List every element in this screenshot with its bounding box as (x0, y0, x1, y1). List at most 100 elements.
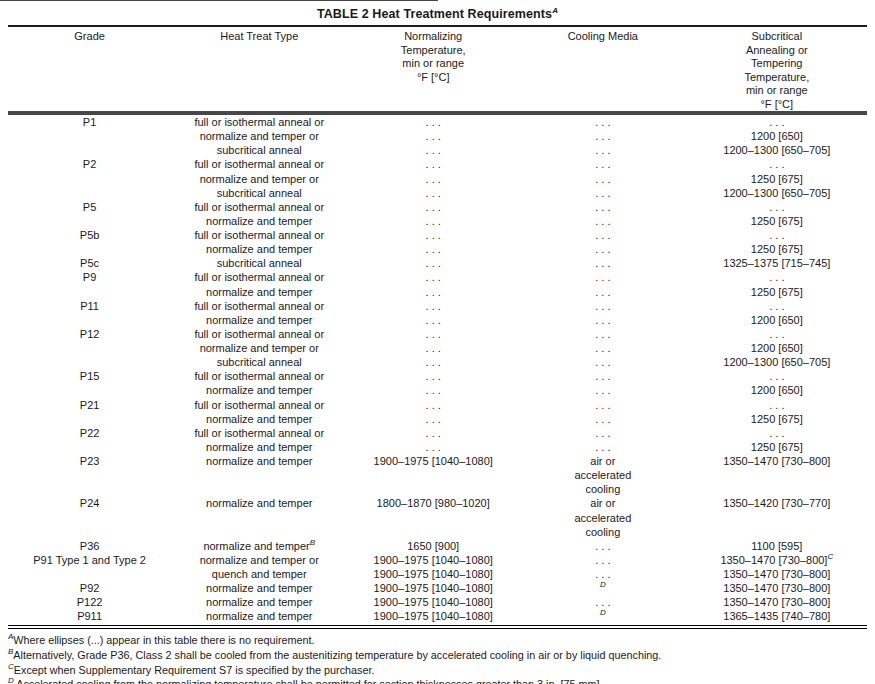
cell-subcritical-temperature: 1250 [675] (687, 440, 867, 454)
cell-subcritical-temperature: 1250 [675] (687, 172, 867, 186)
cell-normalizing-temperature-text: . . . (426, 215, 441, 227)
cell-cooling-media: . . . (519, 567, 687, 581)
cell-cooling-media-text: . . . (595, 427, 610, 439)
cell-cooling-media: . . . (519, 172, 687, 186)
cell-heat-treat-type-text: full or isothermal anneal or (194, 427, 324, 439)
table-row: P15full or isothermal anneal or. . .. . … (8, 369, 867, 383)
cell-grade (8, 341, 171, 355)
cell-subcritical-temperature: 1200 [650] (687, 341, 867, 355)
footnote-a-text: Where ellipses (...) appear in this tabl… (13, 634, 314, 646)
cell-normalizing-temperature: 1900–1975 [1040–1080] (347, 567, 519, 581)
cell-cooling-media-text: . . . (595, 342, 610, 354)
table-row: P12full or isothermal anneal or. . .. . … (8, 327, 867, 341)
cell-heat-treat-type: normalize and temper (171, 412, 347, 426)
cell-cooling-media: . . . (519, 398, 687, 412)
cell-heat-treat-type: full or isothermal anneal or (171, 299, 347, 313)
cell-subcritical-temperature-text: 1250 [675] (751, 441, 803, 453)
footnote-b-text: Alternatively, Grade P36, Class 2 shall … (13, 649, 661, 661)
cell-cooling-media: air or accelerated cooling (519, 496, 687, 538)
cell-normalizing-temperature-text: 1900–1975 [1040–1080] (374, 554, 493, 566)
cell-normalizing-temperature-text: 1900–1975 [1040–1080] (374, 610, 493, 622)
cell-subcritical-temperature: 1200 [650] (687, 313, 867, 327)
column-header-cooling-media: Cooling Media (519, 27, 687, 113)
cell-grade: P1 (8, 113, 171, 129)
cell-heat-treat-type-text: normalize and temper (206, 286, 312, 298)
cell-subcritical-temperature: 1200 [650] (687, 383, 867, 397)
cell-normalizing-temperature-text: . . . (426, 314, 441, 326)
table-row: P122normalize and temper1900–1975 [1040–… (8, 595, 867, 609)
cell-subcritical-temperature-text: 1325–1375 [715–745] (723, 257, 830, 269)
cell-normalizing-temperature: . . . (347, 398, 519, 412)
cell-heat-treat-type-text: normalize and temper or (200, 173, 319, 185)
cell-grade-text: P2 (83, 158, 96, 170)
table-row: P23normalize and temper1900–1975 [1040–1… (8, 454, 867, 496)
cell-cooling-media-text: . . . (595, 130, 610, 142)
cell-grade: P122 (8, 595, 171, 609)
cell-cooling-media-text: . . . (595, 413, 610, 425)
cell-subcritical-temperature-text: . . . (769, 328, 784, 340)
cell-subcritical-temperature: . . . (687, 157, 867, 171)
cell-grade (8, 242, 171, 256)
cell-cooling-media-footnote-marker: D (600, 609, 606, 618)
table-row: P92normalize and temper1900–1975 [1040–1… (8, 581, 867, 595)
cell-subcritical-temperature: . . . (687, 113, 867, 129)
cell-subcritical-temperature: 1250 [675] (687, 242, 867, 256)
cell-subcritical-temperature: 1200–1300 [650–705] (687, 143, 867, 157)
cell-normalizing-temperature: . . . (347, 412, 519, 426)
cell-subcritical-temperature-text: . . . (769, 158, 784, 170)
cell-grade (8, 143, 171, 157)
cell-heat-treat-type: subcritical anneal (171, 355, 347, 369)
cell-normalizing-temperature: . . . (347, 383, 519, 397)
cell-subcritical-temperature-text: . . . (769, 229, 784, 241)
cell-normalizing-temperature-text: 1800–1870 [980–1020] (377, 497, 490, 509)
table-row: normalize and temper. . .. . .1250 [675] (8, 214, 867, 228)
column-header-normalizing-temperature: Normalizing Temperature, min or range °F… (347, 27, 519, 113)
cell-heat-treat-type: normalize and temper (171, 214, 347, 228)
cell-heat-treat-type: full or isothermal anneal or (171, 200, 347, 214)
cell-heat-treat-type: quench and temper (171, 567, 347, 581)
cell-grade (8, 285, 171, 299)
table-row: normalize and temper. . .. . .1250 [675] (8, 285, 867, 299)
table-row: P9full or isothermal anneal or. . .. . .… (8, 270, 867, 284)
cell-normalizing-temperature-text: . . . (426, 271, 441, 283)
table-row: P22full or isothermal anneal or. . .. . … (8, 426, 867, 440)
cell-grade: P22 (8, 426, 171, 440)
title-footnote-marker: A (552, 6, 558, 15)
cell-normalizing-temperature: 1900–1975 [1040–1080] (347, 454, 519, 496)
cell-normalizing-temperature: . . . (347, 341, 519, 355)
cell-normalizing-temperature: 1900–1975 [1040–1080] (347, 553, 519, 567)
cell-subcritical-temperature: 1350–1470 [730–800] (687, 595, 867, 609)
cell-cooling-media-text: . . . (595, 187, 610, 199)
cell-normalizing-temperature-text: . . . (426, 384, 441, 396)
table-bottom-rule (8, 625, 867, 630)
cell-normalizing-temperature-text: . . . (426, 342, 441, 354)
table-row: subcritical anneal. . .. . .1200–1300 [6… (8, 186, 867, 200)
cell-cooling-media-text: . . . (595, 384, 610, 396)
cell-grade-text: P1 (83, 116, 96, 128)
cell-grade: P5 (8, 200, 171, 214)
table-row: P5csubcritical anneal. . .. . .1325–1375… (8, 256, 867, 270)
cell-grade (8, 412, 171, 426)
table-row: normalize and temper or. . .. . .1250 [6… (8, 172, 867, 186)
cell-heat-treat-type: subcritical anneal (171, 186, 347, 200)
cell-heat-treat-type-text: full or isothermal anneal or (194, 328, 324, 340)
cell-cooling-media: . . . (519, 383, 687, 397)
cell-heat-treat-type-text: normalize and temper (206, 582, 312, 594)
cell-heat-treat-type: normalize and temper (171, 440, 347, 454)
cell-normalizing-temperature-text: . . . (426, 116, 441, 128)
cell-grade-text: P5c (80, 257, 99, 269)
cell-cooling-media-text: . . . (595, 286, 610, 298)
cell-heat-treat-type-text: subcritical anneal (217, 187, 302, 199)
cell-normalizing-temperature: . . . (347, 200, 519, 214)
cell-heat-treat-type: full or isothermal anneal or (171, 327, 347, 341)
cell-grade (8, 129, 171, 143)
cell-subcritical-temperature-text: 1200–1300 [650–705] (723, 144, 830, 156)
cell-heat-treat-type-text: full or isothermal anneal or (194, 300, 324, 312)
table-body: P1full or isothermal anneal or. . .. . .… (8, 113, 867, 624)
cell-heat-treat-type-text: normalize and temper (206, 596, 312, 608)
cell-heat-treat-type-text: normalize and temper (206, 384, 312, 396)
cell-grade (8, 440, 171, 454)
cell-subcritical-temperature-text: 1250 [675] (751, 243, 803, 255)
cell-heat-treat-type-text: normalize and temper or (200, 130, 319, 142)
header-row: Grade Heat Treat Type Normalizing Temper… (8, 27, 867, 113)
